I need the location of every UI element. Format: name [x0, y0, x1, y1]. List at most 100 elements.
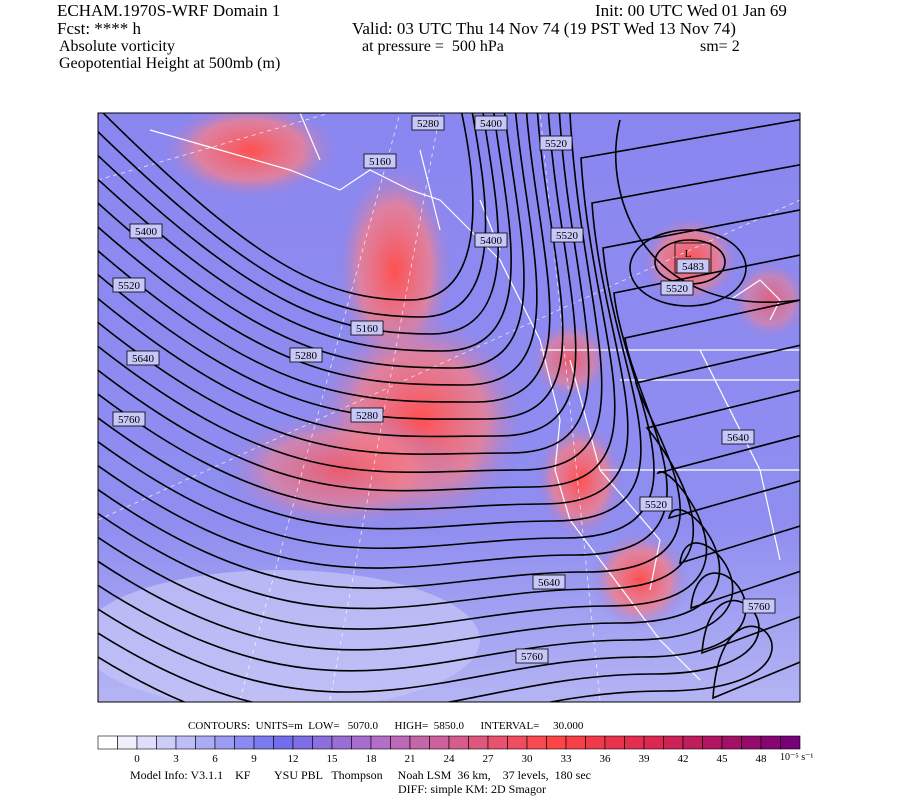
contour-label: 5400 — [480, 118, 503, 130]
colorbar-label: 24 — [444, 753, 456, 765]
contour-line — [98, 525, 800, 672]
contour-label: 5520 — [666, 283, 689, 295]
colorbar-box — [312, 735, 333, 750]
colorbar-box — [429, 735, 450, 750]
contour-line — [98, 570, 800, 693]
colorbar-label: 39 — [639, 753, 651, 765]
colorbar-box — [702, 735, 723, 750]
init-time: Init: 00 UTC Wed 01 Jan 69 — [595, 1, 787, 20]
colorbar-label: 18 — [366, 753, 378, 765]
colorbar-box — [253, 735, 274, 750]
colorbar-box — [585, 735, 606, 750]
contour-label: 5400 — [480, 235, 503, 247]
contour-label-box — [474, 232, 508, 248]
colorbar-box — [663, 735, 684, 750]
contour-line — [98, 164, 800, 511]
contour-line — [98, 113, 551, 403]
colorbar-label: 27 — [483, 753, 495, 765]
colorbar-label: 12 — [288, 753, 299, 765]
contour-label: 5483 — [682, 261, 705, 273]
colorbar-label: 30 — [522, 753, 534, 765]
contour-label-box — [539, 135, 573, 151]
contour-label-box — [112, 277, 146, 293]
contour-label-box — [289, 347, 323, 363]
model-info: Model Info: V3.1.1 KF YSU PBL Thompson N… — [130, 768, 591, 782]
contour-label: 5640 — [727, 432, 750, 444]
colorbar-box — [156, 735, 177, 750]
contour-line — [98, 113, 577, 438]
contour-label: 5520 — [556, 230, 579, 242]
colorbar-box — [604, 735, 625, 750]
colorbar-label: 45 — [717, 753, 729, 765]
diff-info: DIFF: simple KM: 2D Smagor — [398, 782, 547, 796]
contour-label: 5520 — [545, 138, 568, 150]
contour-line — [98, 480, 800, 651]
colorbar-label: 0 — [134, 753, 140, 765]
contour-field-name: Geopotential Height at 500mb (m) — [59, 55, 281, 72]
contour-label: 5400 — [135, 226, 158, 238]
contour-line — [98, 118, 800, 492]
contour-label-box — [350, 407, 384, 423]
colorbar-box — [741, 735, 762, 750]
contour-label: 5520 — [118, 280, 141, 292]
colorbar-box — [136, 735, 157, 750]
contour-info: CONTOURS: UNITS=m LOW= 5070.0 HIGH= 5850… — [188, 720, 584, 732]
colorbar-label: 33 — [561, 753, 573, 765]
contour-label-box — [515, 648, 549, 664]
colorbar-label: 3 — [173, 753, 179, 765]
colorbar-box — [487, 735, 508, 750]
map-field — [98, 113, 800, 702]
colorbar-box — [526, 735, 547, 750]
colorbar-box — [214, 735, 235, 750]
colorbar-box — [409, 735, 430, 750]
colorbar-box — [292, 735, 313, 750]
colorbar-box — [370, 735, 391, 750]
contour-line — [98, 113, 590, 455]
contour-line — [98, 113, 512, 352]
colorbar-units: 10⁻⁵ s⁻¹ — [780, 752, 813, 763]
colorbar-box — [351, 735, 372, 750]
forecast-hour: Fcst: **** h — [57, 19, 142, 38]
contour-line — [98, 113, 538, 386]
contour-label-box — [126, 350, 160, 366]
contour-label: 5160 — [369, 156, 392, 168]
contour-label: 5160 — [356, 323, 379, 335]
contour-label: 5640 — [132, 353, 155, 365]
colorbar-box — [175, 735, 196, 750]
contour-line — [98, 625, 800, 702]
colorbar-box — [624, 735, 645, 750]
model-title: ECHAM.1970S-WRF Domain 1 — [57, 1, 281, 20]
contour-line — [98, 113, 564, 420]
colorbar-label: 36 — [600, 753, 612, 765]
contour-label: 5760 — [748, 601, 771, 613]
contour-label: 5760 — [521, 651, 544, 663]
colorbar-box — [234, 735, 255, 750]
contour-label-box — [639, 496, 673, 512]
colorbar-box — [273, 735, 294, 750]
contour-line — [98, 389, 800, 610]
contour-label: 5760 — [118, 414, 141, 426]
contour-label: 5640 — [538, 577, 561, 589]
contour-line — [98, 344, 800, 589]
colorbar-label: 9 — [251, 753, 257, 765]
contour-label: 5280 — [295, 350, 318, 362]
contour-line — [101, 113, 474, 301]
colorbar-label: 42 — [678, 753, 689, 765]
colorbar-box — [468, 735, 489, 750]
colorbar-box — [331, 735, 352, 750]
smoothing: sm= 2 — [700, 38, 740, 55]
contour-label-box — [112, 411, 146, 427]
colorbar-label: 48 — [756, 753, 768, 765]
contour-line — [98, 209, 800, 530]
contour-label-box — [660, 280, 694, 296]
contour-label-box — [129, 223, 163, 239]
contour-label-box — [474, 115, 508, 131]
contour-label-box — [350, 320, 384, 336]
contour-line — [98, 113, 487, 318]
colorbar-box — [448, 735, 469, 750]
valid-time: Valid: 03 UTC Thu 14 Nov 74 (19 PST Wed … — [352, 19, 736, 38]
colorbar-box — [643, 735, 664, 750]
contour-line — [98, 599, 800, 702]
contour-line — [98, 113, 500, 335]
